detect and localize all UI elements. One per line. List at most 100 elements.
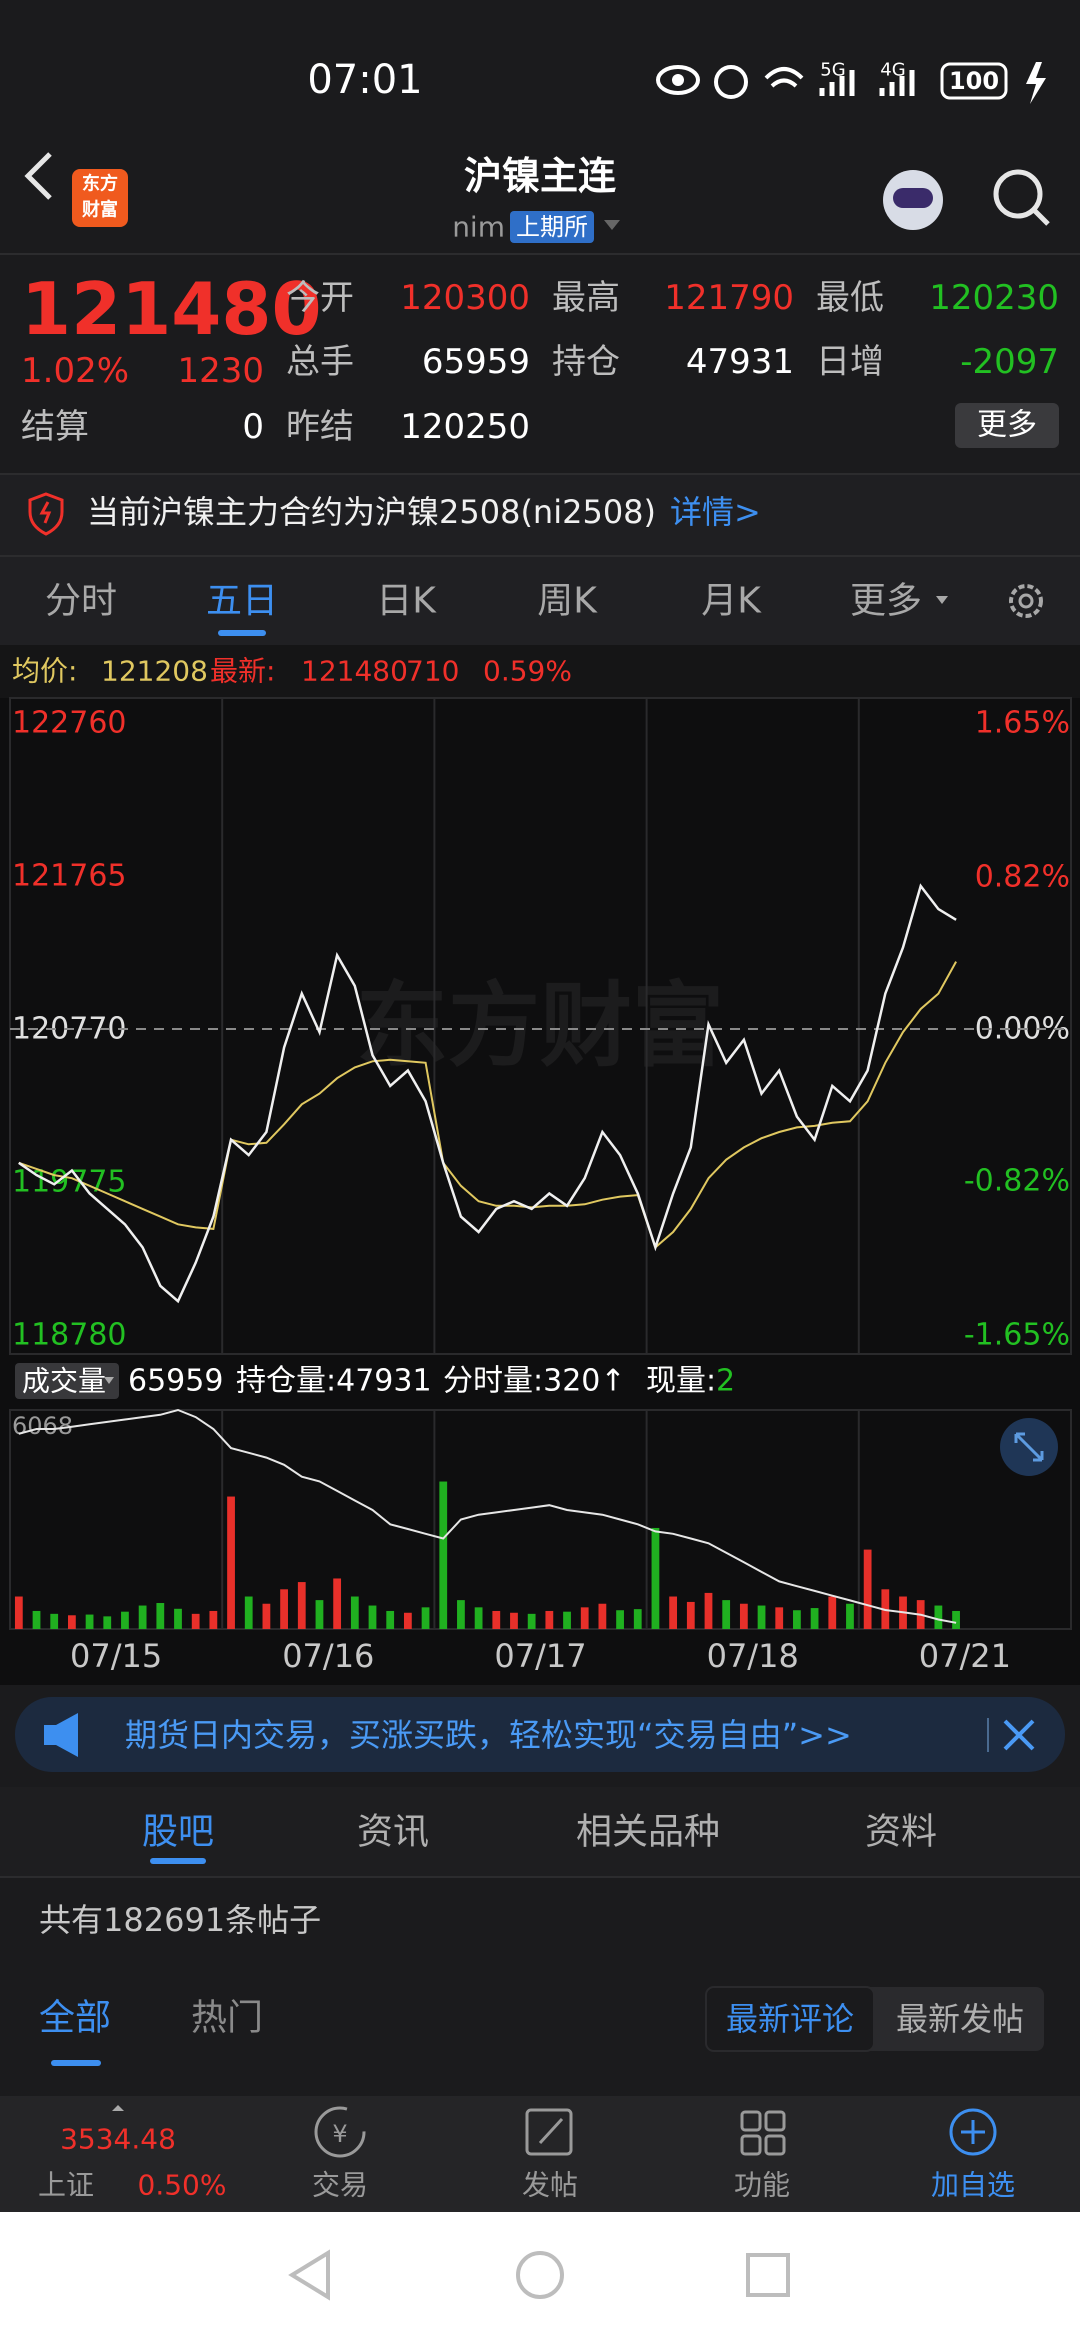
network-type: 4G: [880, 60, 905, 81]
volume-bar: [174, 1608, 182, 1629]
volume-bar: [103, 1616, 112, 1629]
volume-bar: [810, 1608, 819, 1629]
notice-bg: [0, 474, 1080, 556]
back-key[interactable]: [288, 2249, 330, 2301]
post-icon: [538, 2117, 564, 2145]
field-label: 总手: [286, 342, 354, 382]
back-button[interactable]: [24, 152, 52, 200]
settings-icon[interactable]: [1009, 584, 1043, 618]
field-label: 日增: [816, 342, 884, 382]
volume-bar: [191, 1613, 200, 1629]
network-type: 5G: [820, 60, 845, 81]
tab-underline: [218, 630, 266, 636]
sort-label: 最新评论: [726, 2000, 854, 2038]
volume-bar: [492, 1610, 501, 1629]
sort-option-active[interactable]: [705, 1986, 875, 2052]
volume-bar: [793, 1610, 801, 1629]
search-icon[interactable]: [993, 169, 1043, 219]
filter[interactable]: 热门: [191, 1998, 263, 2039]
volume-bar: [616, 1610, 624, 1629]
field-value: 120300: [400, 278, 530, 318]
more-button[interactable]: [955, 403, 1059, 448]
eye-icon: [672, 74, 684, 86]
field-value: 120230: [929, 278, 1059, 318]
field-value: 47931: [686, 342, 794, 382]
volume-bar: [262, 1603, 271, 1629]
volume-bar: [510, 1612, 518, 1629]
chart-tab-active[interactable]: 五日: [206, 581, 278, 622]
nav-item[interactable]: 发帖: [522, 2169, 578, 2202]
chart-tab[interactable]: 更多: [850, 581, 922, 622]
charging-icon: [1026, 62, 1046, 104]
volume-bar: [403, 1612, 412, 1629]
shield-icon: [39, 501, 52, 524]
ad-banner[interactable]: [15, 1697, 1065, 1772]
volume-bar: [934, 1605, 943, 1629]
price-chart: 1227601217651207701197751187801.65%0.82%…: [10, 698, 1071, 1675]
nav-item[interactable]: 交易: [312, 2169, 368, 2202]
volume-bar: [439, 1481, 448, 1629]
volume-bar: [722, 1600, 731, 1629]
indicator-name: 成交量: [22, 1365, 106, 1398]
alarm-icon: [714, 65, 748, 99]
filter-active[interactable]: 全部: [39, 1998, 111, 2039]
y2-tick-label: 1.65%: [975, 706, 1070, 741]
chart-tab[interactable]: 分时: [45, 581, 117, 622]
volume-bar: [757, 1605, 766, 1629]
section-tab[interactable]: 相关品种: [576, 1812, 720, 1853]
volume-bar: [846, 1603, 854, 1629]
notice-link[interactable]: 详情>: [670, 493, 761, 531]
function-icon: [740, 2134, 762, 2156]
nav-item[interactable]: 加自选: [931, 2169, 1015, 2202]
volume-bar: [775, 1607, 784, 1629]
volume-bar: [739, 1603, 748, 1629]
section-tab-active[interactable]: 股吧: [142, 1812, 214, 1853]
logo-text: 东方: [82, 173, 118, 195]
volume-bar: [32, 1610, 41, 1629]
field-value: 0: [242, 407, 264, 447]
field-value: 120250: [400, 407, 530, 447]
chart-tab[interactable]: 月K: [701, 581, 762, 622]
chart-tab[interactable]: 周K: [537, 581, 598, 622]
recent-key[interactable]: [746, 2253, 790, 2297]
dropdown-arrow: [936, 596, 948, 604]
tab-bg: [0, 556, 1080, 645]
field-value: -2097: [960, 342, 1059, 382]
legend-value: 121208: [101, 655, 208, 688]
volume-bar: [527, 1613, 536, 1629]
section-tab[interactable]: 资讯: [357, 1812, 429, 1853]
y2-tick-label: 0.82%: [975, 859, 1070, 894]
home-key[interactable]: [516, 2251, 564, 2299]
indicator-select[interactable]: [15, 1363, 119, 1399]
handle: [112, 2105, 124, 2111]
section-tab[interactable]: 资料: [865, 1812, 937, 1853]
contract-title: 沪镍主连: [464, 154, 616, 198]
add-icon: [961, 2120, 985, 2144]
volume-bar: [669, 1596, 678, 1629]
field-label: 昨结: [286, 407, 354, 447]
shield-icon: [28, 492, 64, 536]
watermark: 东方财富: [356, 973, 724, 1080]
index-value[interactable]: 3534.48: [60, 2123, 176, 2156]
exchange: 上期所: [516, 213, 588, 241]
y2-tick-label: -0.82%: [964, 1164, 1070, 1199]
nav-item[interactable]: 功能: [734, 2169, 790, 2202]
megaphone-icon: [44, 1713, 78, 1757]
index-change: 0.50%: [138, 2169, 227, 2202]
x-tick-label: 07/17: [494, 1637, 586, 1675]
chart-tab[interactable]: 日K: [376, 581, 437, 622]
function-icon: [764, 2110, 786, 2132]
chart-bg: [0, 645, 1080, 1685]
assistant-visor: [893, 188, 933, 208]
more-button-label: 更多: [977, 408, 1037, 443]
series-line: [18, 961, 957, 1250]
volume-bar: [952, 1610, 960, 1629]
field-value: 65959: [422, 342, 530, 382]
add-icon: [949, 2108, 997, 2156]
legend-label: 均价:: [12, 655, 77, 688]
index-name: 上证: [38, 2169, 94, 2202]
sort-option[interactable]: 最新发帖: [896, 2000, 1024, 2038]
close-ad[interactable]: [1003, 1719, 1035, 1751]
ad-text[interactable]: 期货日内交易，买涨买跌，轻松实现“交易自由”>>: [125, 1716, 852, 1754]
price-frame: [9, 697, 1072, 1355]
